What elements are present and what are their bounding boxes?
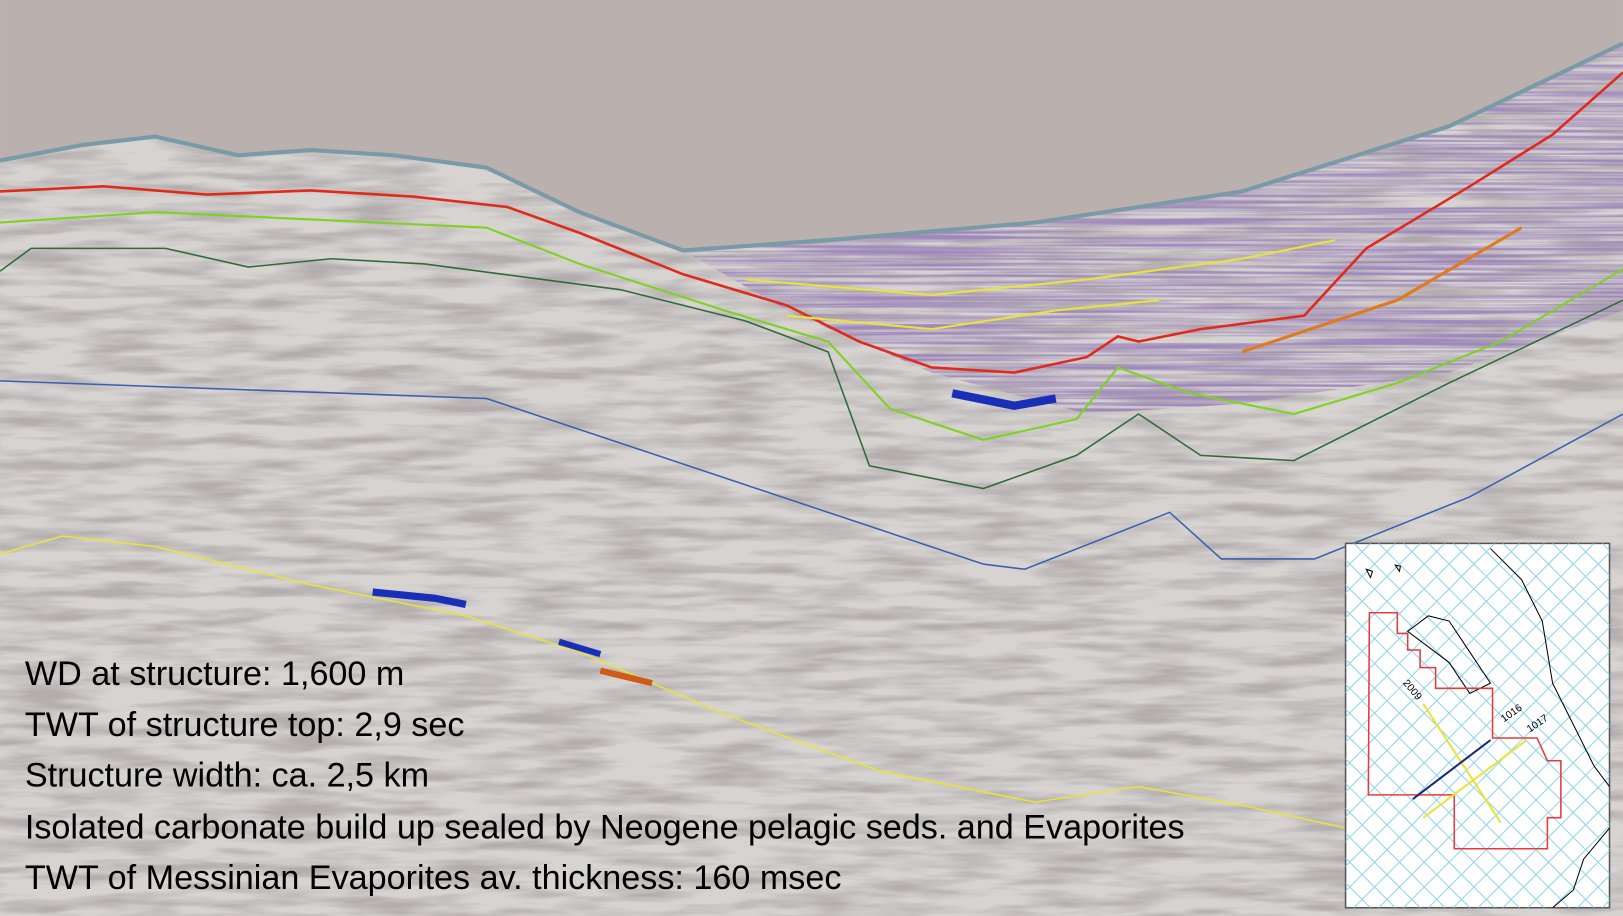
yellow-horizon-2 <box>786 299 1160 331</box>
red-horizon <box>0 71 1623 374</box>
map-grid-line <box>1345 807 1446 908</box>
annotation: WD at structure: 1,600 m <box>25 655 404 693</box>
map-grid-line <box>1403 701 1610 908</box>
yellow-horizon-1 <box>745 239 1336 297</box>
map-grid-line <box>1353 651 1610 908</box>
license-block <box>1367 611 1562 850</box>
annotation: TWT of structure top: 2,9 sec <box>25 706 465 744</box>
map-grid-line <box>1345 782 1471 908</box>
annotation: TWT of Messinian Evaporites av. thicknes… <box>25 859 842 897</box>
blue-reflector <box>372 588 467 609</box>
selected-line <box>1412 739 1492 800</box>
map-grid-line <box>1345 543 1471 669</box>
map-frame <box>1344 542 1611 909</box>
map-grid-line <box>1527 543 1610 626</box>
map-grid-line <box>1345 543 1421 619</box>
seafloor <box>0 41 1623 253</box>
map-grid-line <box>1428 725 1610 908</box>
map-grid-line <box>1345 543 1545 743</box>
map-grid-line <box>1345 576 1610 843</box>
blue-reflector <box>951 389 1057 410</box>
map-grid-line <box>1527 825 1610 908</box>
map-grid-line <box>1452 750 1610 908</box>
map-grid-line <box>1345 733 1520 908</box>
map-grid-line <box>1428 543 1610 726</box>
map-grid-line <box>1345 543 1446 644</box>
map-grid-line <box>1345 626 1610 892</box>
map-grid-line <box>1345 601 1610 868</box>
map-grid-line <box>1345 757 1495 908</box>
map-grid-line <box>1502 800 1610 908</box>
orange-reflector <box>1241 226 1523 354</box>
map-grid-line <box>1502 543 1610 651</box>
blue-horizon <box>0 380 1623 571</box>
map-grid-line <box>1345 543 1495 694</box>
yellow-lines <box>1422 703 1528 824</box>
inset-map: 2009 1016 1017 <box>1344 542 1611 909</box>
orange-reflector <box>599 667 653 687</box>
green-horizon <box>0 211 1623 441</box>
coastline <box>1365 548 1610 908</box>
dark-green-horizon <box>0 247 1623 490</box>
map-grid-line <box>1452 543 1610 701</box>
map-grid-line <box>1477 775 1610 908</box>
map-grid-line <box>1345 543 1520 719</box>
horizons <box>0 41 1623 829</box>
blue-reflector <box>558 638 602 658</box>
annotations: WD at structure: 1,600 m TWT of structur… <box>25 655 1185 897</box>
map-grid-line <box>1345 832 1421 908</box>
annotation: Isolated carbonate build up sealed by Ne… <box>25 808 1185 846</box>
map-grid-line <box>1378 676 1610 908</box>
map-grid-line <box>1345 543 1570 768</box>
layered-basin <box>683 43 1623 415</box>
map-grid-line <box>1477 543 1610 676</box>
annotation: Structure width: ca. 2,5 km <box>25 757 429 795</box>
